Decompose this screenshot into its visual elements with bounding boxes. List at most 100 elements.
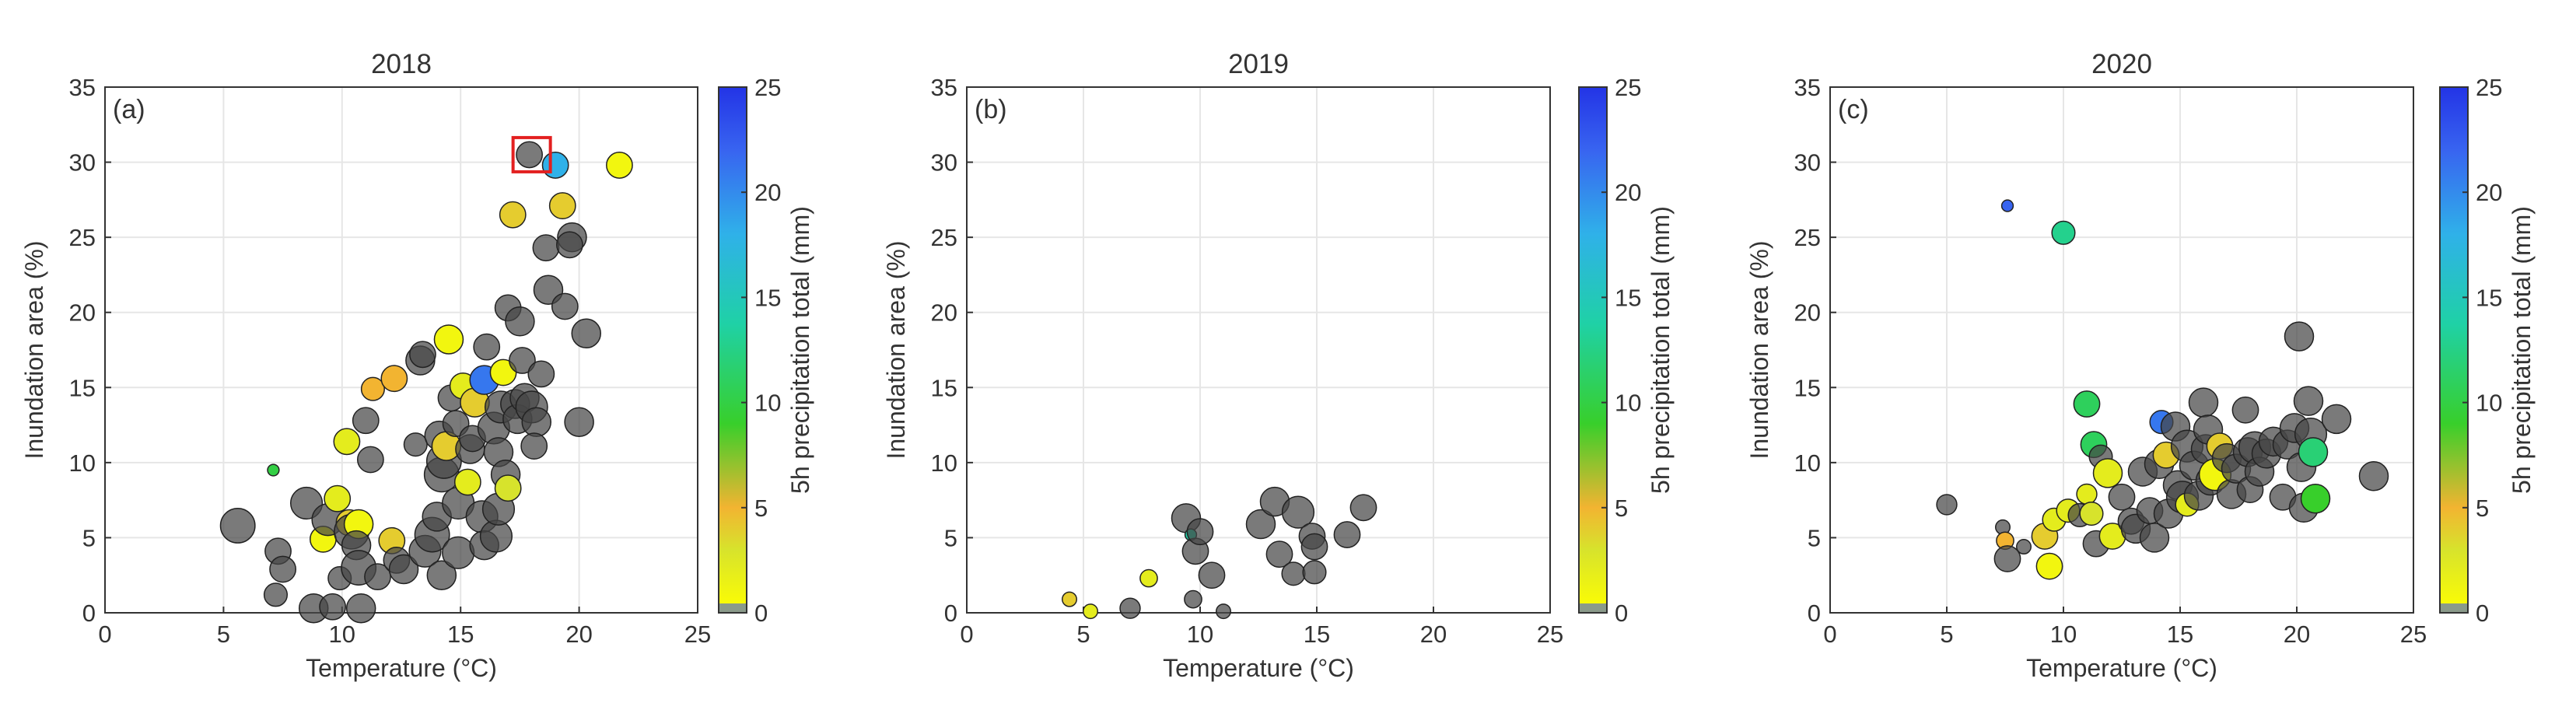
colorbar-tick-label: 10 xyxy=(754,390,781,417)
data-point xyxy=(2300,483,2331,514)
data-point xyxy=(473,333,501,361)
colorbar-tick-label: 25 xyxy=(1615,74,1641,101)
data-point xyxy=(2298,437,2329,467)
y-tick-label: 30 xyxy=(931,149,957,177)
colorbar-tick-label: 0 xyxy=(1615,600,1628,627)
data-point xyxy=(521,407,551,437)
x-tick-label: 25 xyxy=(2400,621,2427,648)
colorbar-tick-label: 10 xyxy=(2476,390,2502,417)
data-point xyxy=(2000,199,2014,212)
data-point xyxy=(1281,561,1306,586)
y-tick-label: 5 xyxy=(1808,524,1821,551)
data-point xyxy=(2358,460,2389,491)
y-tick-label: 25 xyxy=(1794,224,1821,251)
data-point xyxy=(1184,589,1202,609)
y-tick-label: 10 xyxy=(69,449,96,477)
data-point xyxy=(333,428,361,456)
x-axis-label: Temperature (°C) xyxy=(2026,654,2217,682)
data-point xyxy=(1198,561,1226,589)
data-point xyxy=(1119,597,1141,619)
chart-title: 2020 xyxy=(2091,49,2152,79)
data-point xyxy=(2051,220,2076,245)
data-point xyxy=(345,593,376,624)
x-tick-label: 25 xyxy=(1537,621,1563,648)
panel-2019: 0 5 10 15 20 25 0 5 10 15 20 25 30 35 2019 (b) Temperatu… xyxy=(882,49,1675,682)
data-point xyxy=(1281,495,1315,529)
data-point xyxy=(2139,523,2170,553)
colorbar-tick-label: 25 xyxy=(2476,74,2502,101)
x-tick-label: 0 xyxy=(1823,621,1836,648)
data-point xyxy=(1936,494,1958,516)
y-tick-label: 0 xyxy=(1808,600,1821,627)
data-point xyxy=(1139,568,1158,588)
data-point xyxy=(551,292,579,320)
axes-frame xyxy=(104,86,698,614)
data-point xyxy=(505,306,535,337)
data-point xyxy=(380,365,408,393)
y-tick-label: 15 xyxy=(69,374,96,401)
data-point xyxy=(433,324,464,355)
data-point xyxy=(1302,560,1327,585)
data-point xyxy=(319,593,347,621)
plot-area xyxy=(105,87,698,613)
data-point xyxy=(2231,396,2259,424)
y-tick-label: 0 xyxy=(944,600,957,627)
panel-letter: (a) xyxy=(113,95,145,124)
colorbar-nan-band xyxy=(2441,603,2467,612)
data-point xyxy=(2321,404,2352,435)
colorbar-tick-label: 20 xyxy=(1615,179,1641,206)
colorbar-tick-label: 15 xyxy=(1615,284,1641,311)
data-point xyxy=(541,152,569,179)
x-tick-label: 25 xyxy=(684,621,711,648)
colorbar-tick-label: 0 xyxy=(2476,600,2489,627)
data-point xyxy=(564,407,594,437)
chart-title: 2018 xyxy=(371,49,432,79)
y-tick-label: 30 xyxy=(69,149,96,177)
data-point xyxy=(269,555,297,583)
data-point xyxy=(2079,501,2104,526)
data-point xyxy=(388,554,419,585)
x-tick-label: 15 xyxy=(2167,621,2193,648)
x-tick-label: 15 xyxy=(447,621,474,648)
y-tick-label: 35 xyxy=(1794,74,1821,101)
data-point xyxy=(548,192,576,219)
data-point xyxy=(352,407,380,435)
data-point xyxy=(1083,603,1098,620)
x-tick-label: 5 xyxy=(1940,621,1953,648)
y-axis-label: Inundation area (%) xyxy=(20,240,48,459)
data-point xyxy=(1216,603,1231,620)
x-tick-label: 20 xyxy=(1420,621,1447,648)
data-point xyxy=(527,360,555,388)
y-tick-label: 30 xyxy=(1794,149,1821,177)
colorbar-nan-band xyxy=(719,603,746,612)
colorbar-tick-label: 20 xyxy=(2476,179,2502,206)
data-point xyxy=(532,234,560,262)
colorbar-label: 5h precipitation total (mm) xyxy=(1647,206,1675,494)
x-tick-label: 0 xyxy=(98,621,111,648)
y-tick-label: 25 xyxy=(931,224,957,251)
data-point xyxy=(571,318,601,349)
x-tick-label: 5 xyxy=(217,621,230,648)
data-point xyxy=(267,463,280,477)
data-point xyxy=(494,474,522,502)
data-point xyxy=(556,231,583,259)
data-point xyxy=(360,376,385,401)
data-point xyxy=(499,201,527,229)
colorbar-tick-label: 5 xyxy=(1615,495,1628,522)
x-tick-label: 0 xyxy=(960,621,973,648)
data-point xyxy=(2016,539,2032,555)
data-point xyxy=(1333,521,1361,548)
x-axis-label: Temperature (°C) xyxy=(306,654,497,682)
y-tick-label: 15 xyxy=(931,374,957,401)
y-tick-label: 5 xyxy=(82,524,96,551)
x-tick-label: 10 xyxy=(1187,621,1213,648)
colorbar-nan-band xyxy=(1580,603,1606,612)
data-point xyxy=(1349,494,1377,522)
x-tick-label: 5 xyxy=(1076,621,1090,648)
highlight-box xyxy=(511,135,552,173)
data-point xyxy=(442,536,475,569)
axes-frame xyxy=(1829,86,2414,614)
y-tick-label: 0 xyxy=(82,600,96,627)
y-tick-label: 20 xyxy=(69,299,96,327)
